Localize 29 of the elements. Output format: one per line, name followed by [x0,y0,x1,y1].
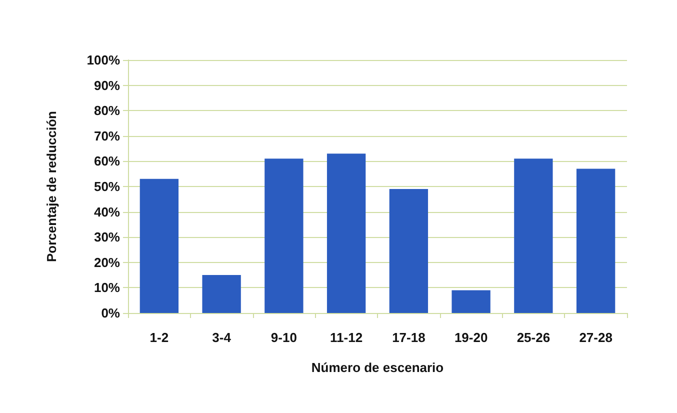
bar [389,189,428,313]
x-tick-label: 25-26 [516,330,550,345]
bar [140,178,179,313]
bar [326,154,366,313]
y-tick-label: 80% [94,103,120,118]
bar [452,290,490,313]
x-tick-label: 19-20 [454,330,488,345]
y-tick-label: 20% [94,254,120,270]
bar [514,158,553,313]
y-tick-label: 100% [86,52,120,68]
x-tick-label: 27-28 [579,330,612,345]
y-tick-label: 50% [94,179,120,194]
y-tick-label: 10% [94,280,120,296]
y-tick-label: 30% [94,230,120,245]
x-tick-label: 11-12 [330,330,363,345]
x-tick-label: 3-4 [212,330,232,345]
y-tick-label: 60% [94,154,120,169]
y-axis-title: Porcentaje de reducción [44,110,59,262]
x-tick-label: 17-18 [392,330,426,345]
y-tick-label: 70% [94,128,120,144]
x-tick-label: 9-10 [270,330,297,345]
bar [576,168,616,313]
x-axis-title: Número de escenario [311,360,444,375]
bar [264,158,304,313]
x-tick-label: 1-2 [150,330,169,345]
bar [202,275,241,313]
y-tick-label: 40% [94,204,120,220]
y-tick-label: 90% [94,78,120,93]
y-tick-label: 0% [101,306,120,320]
